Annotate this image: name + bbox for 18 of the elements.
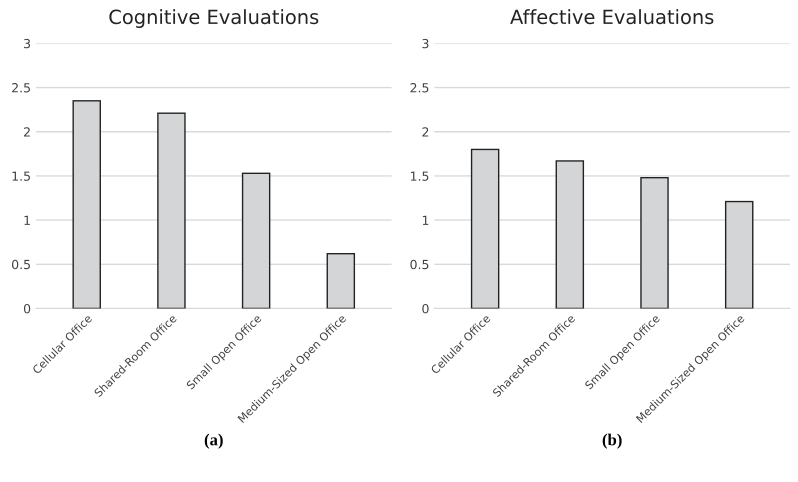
y-tick-label: 2 [24,127,30,136]
y-tick-label: 3 [24,38,30,48]
y-tick-label: 0.5 [410,260,428,270]
chart-title: Affective Evaluations [510,9,714,24]
y-tick-label: 1 [422,216,428,225]
y-tick-label: 0 [24,304,30,314]
y-tick-label: 2 [422,127,428,136]
x-axis-title: (a) [204,434,223,449]
x-axis-title: (b) [602,434,622,449]
y-tick-label: 2.5 [410,83,428,92]
y-tick-label: 2.5 [12,83,30,92]
y-tick-label: 3 [422,38,428,48]
y-tick-label: 1.5 [12,172,30,181]
y-tick-label: 0.5 [12,260,30,270]
chart-title: Cognitive Evaluations [109,9,318,28]
y-tick-label: 1.5 [410,172,428,181]
y-tick-label: 0 [422,304,429,314]
y-tick-label: 1 [24,216,30,225]
